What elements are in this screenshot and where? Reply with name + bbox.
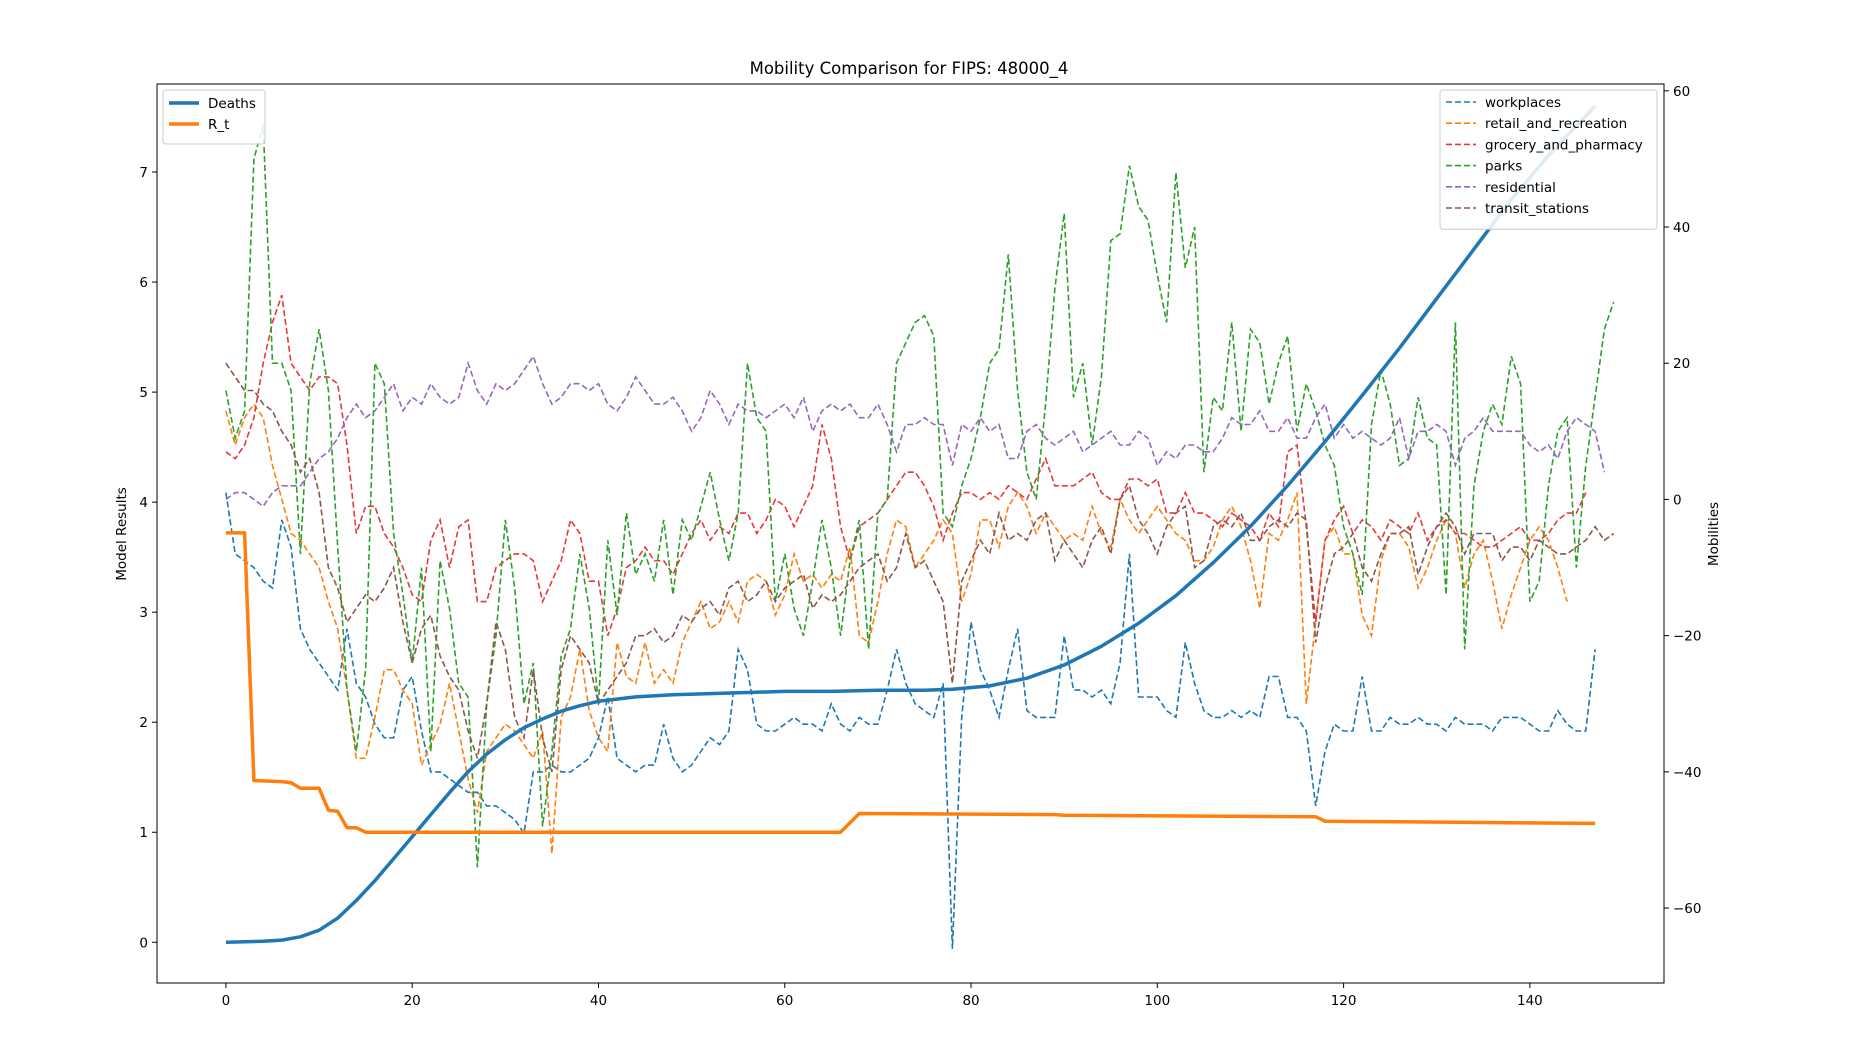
series-line-retail-and-recreation — [225, 402, 1568, 854]
series-layer — [225, 104, 1615, 949]
legend-mobility: workplaces retail_and_recreation grocery_a… — [1439, 89, 1658, 230]
series-line-residential — [225, 354, 1606, 508]
chart-title: Mobility Comparison for FIPS: 48000_4 — [750, 59, 1069, 79]
y2-tick-label: 40 — [1673, 220, 1690, 236]
series-line-deaths — [225, 104, 1597, 945]
y-tick-label: 4 — [139, 495, 148, 511]
series-line-grocery-and-pharmacy — [225, 294, 1587, 636]
legend-label: R_t — [208, 117, 229, 133]
y-tick-label: 3 — [139, 605, 148, 621]
y-tick-label: 0 — [139, 935, 148, 951]
x-tick-label: 100 — [1144, 993, 1170, 1009]
x-tick-label: 80 — [962, 993, 979, 1009]
y-tick-label: 6 — [139, 275, 148, 291]
series-line-parks — [225, 124, 1615, 868]
x-tick-label: 0 — [222, 993, 231, 1009]
legend-label: workplaces — [1485, 95, 1561, 111]
x-tick-label: 20 — [404, 993, 421, 1009]
y-tick-label: 5 — [139, 385, 148, 401]
x-tick-label: 120 — [1331, 993, 1357, 1009]
plot-frame — [156, 83, 1665, 984]
legend-model: Deaths R_t — [162, 89, 266, 145]
legend-label: parks — [1485, 159, 1522, 175]
legend-label: Deaths — [208, 96, 256, 112]
ticks-layer: 0 20 40 60 80 100 120 140 0 1 2 3 4 5 6 7 −60 −40 −20 0 20 40… — [139, 84, 1701, 1009]
legend-label: transit_stations — [1485, 201, 1589, 217]
legend-label: grocery_and_pharmacy — [1485, 137, 1643, 153]
x-tick-label: 140 — [1517, 993, 1543, 1009]
x-tick-label: 40 — [590, 993, 607, 1009]
series-line-transit-stations — [225, 362, 1615, 773]
y2-tick-label: −60 — [1673, 901, 1702, 917]
y2-tick-label: −20 — [1673, 629, 1702, 645]
legend-frame — [1439, 89, 1658, 230]
y2-tick-label: 20 — [1673, 356, 1690, 372]
y-tick-label: 7 — [139, 165, 148, 181]
y2-axis-label: Mobilities — [1706, 502, 1722, 566]
legend-label: residential — [1485, 180, 1556, 196]
y-tick-label: 1 — [139, 825, 148, 841]
legend-label: retail_and_recreation — [1485, 116, 1627, 132]
y-axis-label: Model Results — [114, 487, 130, 581]
y2-tick-label: 0 — [1673, 492, 1682, 508]
y2-tick-label: 60 — [1673, 84, 1690, 100]
x-tick-label: 60 — [776, 993, 793, 1009]
series-line-workplaces — [225, 492, 1596, 949]
y2-tick-label: −40 — [1673, 765, 1702, 781]
y-tick-label: 2 — [139, 715, 148, 731]
series-line-r-t — [225, 531, 1596, 834]
